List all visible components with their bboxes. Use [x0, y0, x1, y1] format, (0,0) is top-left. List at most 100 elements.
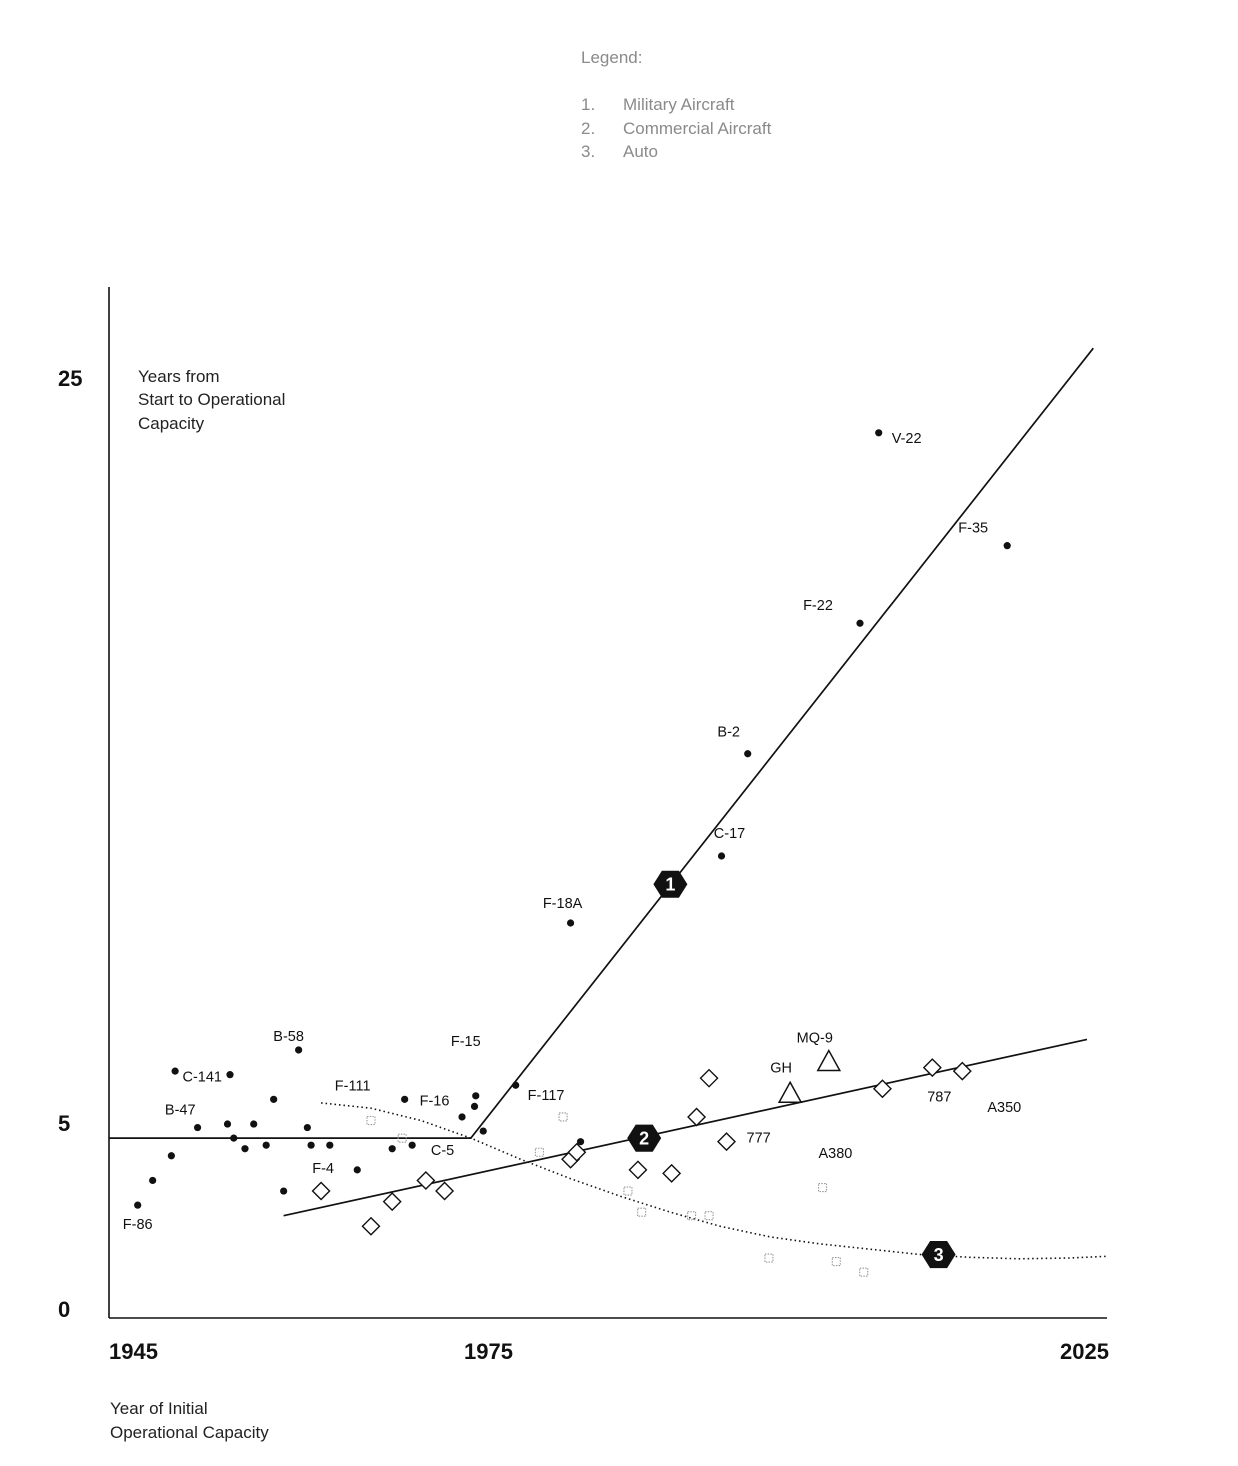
- point-label: C-141: [183, 1070, 223, 1086]
- trend-badges: 1 2 3: [627, 870, 956, 1269]
- point-label: B-58: [273, 1029, 304, 1045]
- unmanned-aircraft-point: [816, 1048, 842, 1072]
- auto-point: [831, 1257, 841, 1267]
- military-aircraft-point: [1003, 542, 1011, 550]
- point-label: F-15: [451, 1034, 481, 1050]
- commercial-aircraft-point: [311, 1181, 331, 1201]
- y-tick-label-25: 25: [58, 366, 82, 391]
- x-tick-label-1975: 1975: [464, 1339, 513, 1364]
- military-aircraft-point: [744, 750, 752, 758]
- legend-label: Military Aircraft: [623, 95, 735, 114]
- legend-number: 1.: [581, 95, 596, 114]
- commercial-aircraft-point: [361, 1216, 381, 1236]
- unmanned-aircraft-point: [777, 1080, 803, 1104]
- legend-item-military: 1. Military Aircraft: [581, 93, 771, 117]
- military-aircraft-point: [134, 1201, 142, 1209]
- commercial-aircraft-point: [435, 1181, 455, 1201]
- axes: [108, 287, 1107, 1319]
- point-label: F-86: [123, 1217, 153, 1233]
- x-tick-label-2025: 2025: [1060, 1339, 1109, 1364]
- trend-badge-label: 2: [639, 1129, 649, 1149]
- commercial-aircraft-point: [717, 1132, 737, 1152]
- legend-item-commercial: 2. Commercial Aircraft: [581, 117, 771, 141]
- trend-badge-2: [627, 1124, 662, 1152]
- point-label: F-22: [803, 598, 833, 614]
- trend-line-1: [109, 347, 1094, 1139]
- auto-point: [687, 1211, 697, 1221]
- auto-point: [623, 1186, 633, 1196]
- point-label: F-4: [312, 1161, 334, 1177]
- y-axis-label-line-1: Years from: [138, 367, 220, 386]
- trend-lines: [109, 347, 1108, 1260]
- point-label: A350: [987, 1100, 1021, 1116]
- legend: Legend: 1. Military Aircraft 2. Commercial…: [581, 48, 771, 164]
- military-aircraft-point: [875, 429, 883, 437]
- military-aircraft-point: [353, 1166, 361, 1174]
- point-label: F-16: [420, 1093, 450, 1109]
- military-aircraft-point: [303, 1123, 311, 1132]
- military-aircraft-point: [250, 1120, 258, 1128]
- legend-number: 3.: [581, 142, 596, 161]
- legend-label: Commercial Aircraft: [623, 118, 772, 138]
- trend-badge-1: [653, 870, 688, 898]
- military-aircraft-point: [326, 1141, 334, 1149]
- y-tick-label-0: 0: [58, 1297, 70, 1322]
- military-aircraft-point: [280, 1187, 288, 1195]
- point-label: 777: [747, 1131, 771, 1147]
- point-label: GH: [770, 1060, 792, 1076]
- commercial-aircraft-point: [687, 1107, 707, 1127]
- commercial-aircraft-point: [872, 1079, 892, 1099]
- military-aircraft-point: [241, 1145, 249, 1153]
- commercial-aircraft-point: [952, 1061, 972, 1081]
- x-axis-label-line-1: Year of Initial: [110, 1399, 208, 1418]
- military-aircraft-point: [576, 1138, 585, 1146]
- point-label: MQ-9: [797, 1031, 833, 1047]
- military-aircraft-point: [408, 1141, 416, 1149]
- point-label: F-18A: [543, 896, 583, 912]
- military-aircraft-point: [307, 1141, 315, 1149]
- point-label: F-111: [335, 1078, 371, 1094]
- legend-item-auto: 3. Auto: [581, 140, 771, 164]
- legend-number: 2.: [581, 118, 596, 138]
- x-axis-label-line-2: Operational Capacity: [110, 1423, 269, 1442]
- military-aircraft-point: [167, 1152, 175, 1160]
- point-label: B-47: [165, 1103, 196, 1119]
- y-axis-label-line-3: Capacity: [138, 414, 205, 433]
- data-points: [134, 429, 1011, 1277]
- military-aircraft-point: [295, 1046, 303, 1054]
- trend-line-2: [283, 1038, 1088, 1217]
- trend-badge-label: 3: [934, 1245, 944, 1265]
- trend-badge-3: [921, 1241, 956, 1269]
- military-aircraft-point: [479, 1127, 487, 1135]
- commercial-aircraft-point: [699, 1068, 719, 1088]
- auto-point: [764, 1253, 774, 1263]
- military-aircraft-point: [270, 1095, 278, 1103]
- military-aircraft-point: [388, 1145, 396, 1153]
- point-label: C-5: [431, 1143, 454, 1159]
- military-aircraft-point: [230, 1134, 238, 1142]
- auto-point: [397, 1133, 407, 1143]
- trend-line-3: [321, 1102, 1108, 1260]
- auto-point: [558, 1112, 568, 1122]
- auto-point: [534, 1147, 544, 1157]
- point-label: C-17: [714, 826, 745, 842]
- military-aircraft-point: [856, 619, 864, 627]
- military-aircraft-point: [223, 1120, 232, 1128]
- military-aircraft-point: [262, 1141, 270, 1149]
- military-aircraft-point: [458, 1113, 466, 1121]
- point-label: A380: [819, 1146, 853, 1162]
- military-aircraft-point: [226, 1071, 234, 1079]
- point-label: F-117: [528, 1088, 565, 1104]
- point-label: B-2: [717, 725, 740, 741]
- commercial-aircraft-point: [382, 1192, 402, 1212]
- y-tick-label-5: 5: [58, 1111, 70, 1136]
- military-aircraft-point: [149, 1176, 157, 1185]
- commercial-aircraft-point: [628, 1160, 648, 1180]
- commercial-aircraft-point: [416, 1170, 436, 1190]
- trend-badge-label: 1: [665, 875, 675, 895]
- military-aircraft-point: [171, 1067, 179, 1075]
- military-aircraft-point: [717, 852, 726, 860]
- auto-point: [859, 1267, 869, 1277]
- auto-point: [818, 1182, 828, 1193]
